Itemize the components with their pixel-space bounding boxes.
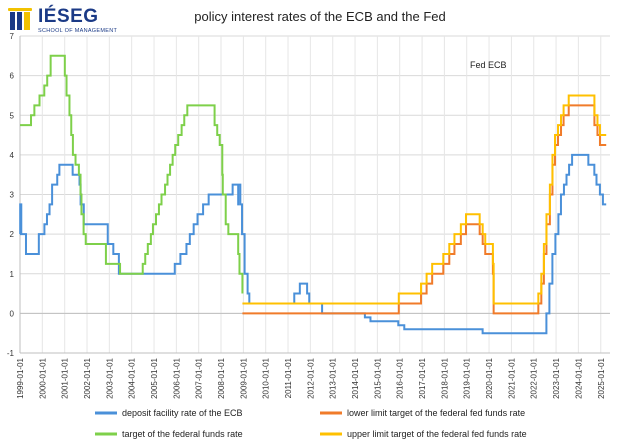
x-tick-label: 2021-01-01 [507,357,516,398]
series-lines [19,54,607,335]
series-line-2 [20,54,244,294]
x-tick-label: 2010-01-01 [262,357,271,398]
ieseg-logo: IÉSEG SCHOOL OF MANAGEMENT [4,4,124,40]
x-tick-label: 2003-01-01 [105,357,114,398]
y-tick-label: 6 [10,72,15,81]
x-tick-label: 2009-01-01 [239,357,248,398]
y-tick-label: 4 [10,151,15,160]
y-tick-label: 0 [10,309,15,318]
y-tick-label: 7 [10,32,15,41]
x-tick-label: 2000-01-01 [38,357,47,398]
x-tick-label: 2020-01-01 [485,357,494,398]
x-tick-label: 2016-01-01 [396,357,405,398]
legend-label: deposit facility rate of the ECB [122,408,243,418]
x-tick-label: 2008-01-01 [217,357,226,398]
x-tick-label: 2019-01-01 [463,357,472,398]
x-tick-label: 2002-01-01 [83,357,92,398]
brand-name: IÉSEG [38,6,99,27]
x-tick-label: 2015-01-01 [373,357,382,398]
legend-label: target of the federal funds rate [122,429,243,439]
y-tick-label: 3 [10,191,15,200]
y-tick-label: 2 [10,230,15,239]
x-tick-label: 2018-01-01 [440,357,449,398]
chart-title: policy interest rates of the ECB and the… [194,9,446,24]
legend-label: upper limit target of the federal fed fu… [347,429,527,439]
legend-label: lower limit target of the federal fed fu… [347,408,525,418]
legend: deposit facility rate of the ECB target o… [95,408,527,439]
x-tick-label: 2007-01-01 [195,357,204,398]
y-tick-label: -1 [7,349,15,358]
x-tick-label: 2017-01-01 [418,357,427,398]
x-tick-label: 2004-01-01 [128,357,137,398]
x-tick-label: 2012-01-01 [306,357,315,398]
y-tick-label: 1 [10,270,15,279]
x-tick-label: 2013-01-01 [329,357,338,398]
x-tick-label: 2022-01-01 [530,357,539,398]
x-tick-label: 2024-01-01 [574,357,583,398]
y-tick-label: 5 [10,111,15,120]
x-tick-label: 2014-01-01 [351,357,360,398]
x-tick-label: 2023-01-01 [552,357,561,398]
x-tick-label: 2006-01-01 [172,357,181,398]
series-line-4 [242,94,607,305]
x-tick-label: 1999-01-01 [16,357,25,398]
x-tick-label: 2025-01-01 [597,357,606,398]
ieseg-logo-mark [8,8,32,30]
chart-annotation: Fed ECB [470,60,507,70]
brand-tagline: SCHOOL OF MANAGEMENT [38,28,118,34]
x-tick-label: 2005-01-01 [150,357,159,398]
grid-lines [19,35,610,354]
x-tick-label: 2001-01-01 [61,357,70,398]
x-tick-label: 2011-01-01 [284,357,293,398]
series-line-3 [242,104,607,315]
tick-labels: -1 0 1 2 3 4 5 6 7 1999-01-01 2000-01-01 2001-01-01… [7,32,606,399]
series-line-1 [19,153,607,335]
